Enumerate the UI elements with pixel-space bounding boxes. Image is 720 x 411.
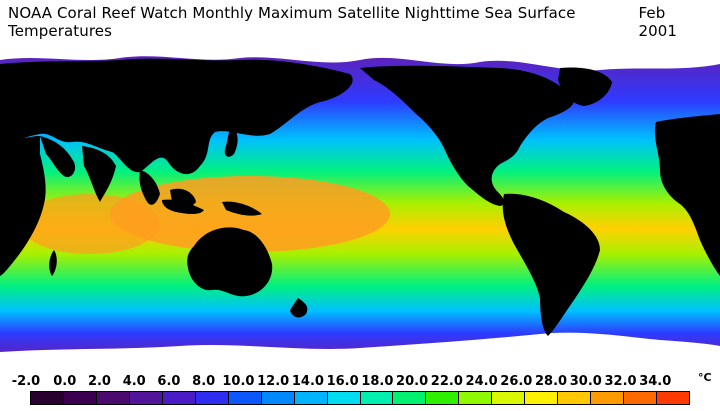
scale-tick-label: 32.0 (604, 374, 637, 389)
scale-swatch (162, 392, 196, 404)
scale-tick-label: 24.0 (465, 374, 498, 389)
land-europe-asia (0, 58, 353, 175)
land-japan (224, 126, 238, 157)
scale-swatch (129, 392, 163, 404)
color-scale-labels: -2.0 0.0 2.0 4.0 6.0 8.0 10.0 12.0 14.0 16.0 18.0 2… (0, 370, 720, 390)
scale-tick-label: 0.0 (53, 374, 77, 389)
scale-swatch (393, 392, 427, 404)
scale-tick-label: 8.0 (192, 374, 216, 389)
scale-swatch (31, 392, 64, 404)
scale-swatch (360, 392, 394, 404)
land-borneo (170, 188, 196, 208)
land-south-america (502, 193, 600, 336)
scale-swatch (657, 392, 690, 404)
scale-swatch (459, 392, 493, 404)
scale-unit-label: °C (698, 371, 712, 384)
scale-tick-label: 30.0 (569, 374, 602, 389)
scale-tick-label: 16.0 (326, 374, 359, 389)
scale-swatch (96, 392, 130, 404)
scale-swatch (195, 392, 229, 404)
scale-tick-label: 18.0 (361, 374, 394, 389)
scale-swatch (624, 392, 658, 404)
arctic-ice (0, 44, 720, 71)
title-bar: NOAA Coral Reef Watch Monthly Maximum Sa… (0, 0, 720, 44)
scale-swatch (426, 392, 460, 404)
indian-ocean-warm-zone (20, 194, 160, 254)
scale-tick-label: 26.0 (500, 374, 533, 389)
land-arabia-india (40, 136, 116, 202)
scale-swatch (327, 392, 361, 404)
land-new-guinea (222, 201, 262, 216)
map-date: Feb 2001 (638, 4, 678, 40)
scale-tick-label: 20.0 (396, 374, 429, 389)
scale-swatch (261, 392, 295, 404)
land-europe-east-edge (654, 114, 720, 276)
land-africa (0, 136, 46, 276)
land-new-zealand (290, 298, 308, 318)
scale-tick-label: -2.0 (11, 374, 41, 389)
scale-tick-label: 2.0 (87, 374, 111, 389)
world-sst-map (0, 44, 720, 362)
scale-tick-label: 6.0 (157, 374, 181, 389)
scale-swatch (558, 392, 592, 404)
color-scale-bar (30, 391, 690, 405)
scale-tick-label: 34.0 (639, 374, 672, 389)
scale-swatch (525, 392, 559, 404)
land-madagascar (49, 250, 57, 276)
scale-tick-label: 22.0 (430, 374, 463, 389)
land-australia (187, 227, 273, 297)
land-southeast-asia (139, 170, 204, 214)
scale-tick-label: 28.0 (535, 374, 568, 389)
scale-swatch (63, 392, 97, 404)
land-greenland (558, 67, 612, 106)
antarctic-ice (0, 332, 720, 362)
scale-swatch (492, 392, 526, 404)
scale-swatch (228, 392, 262, 404)
map-title: NOAA Coral Reef Watch Monthly Maximum Sa… (8, 4, 576, 40)
scale-tick-label: 12.0 (257, 374, 290, 389)
scale-tick-label: 10.0 (222, 374, 255, 389)
scale-tick-label: 14.0 (291, 374, 324, 389)
scale-tick-label: 4.0 (122, 374, 146, 389)
scale-swatch (294, 392, 328, 404)
scale-swatch (591, 392, 625, 404)
land-north-america (360, 65, 574, 206)
